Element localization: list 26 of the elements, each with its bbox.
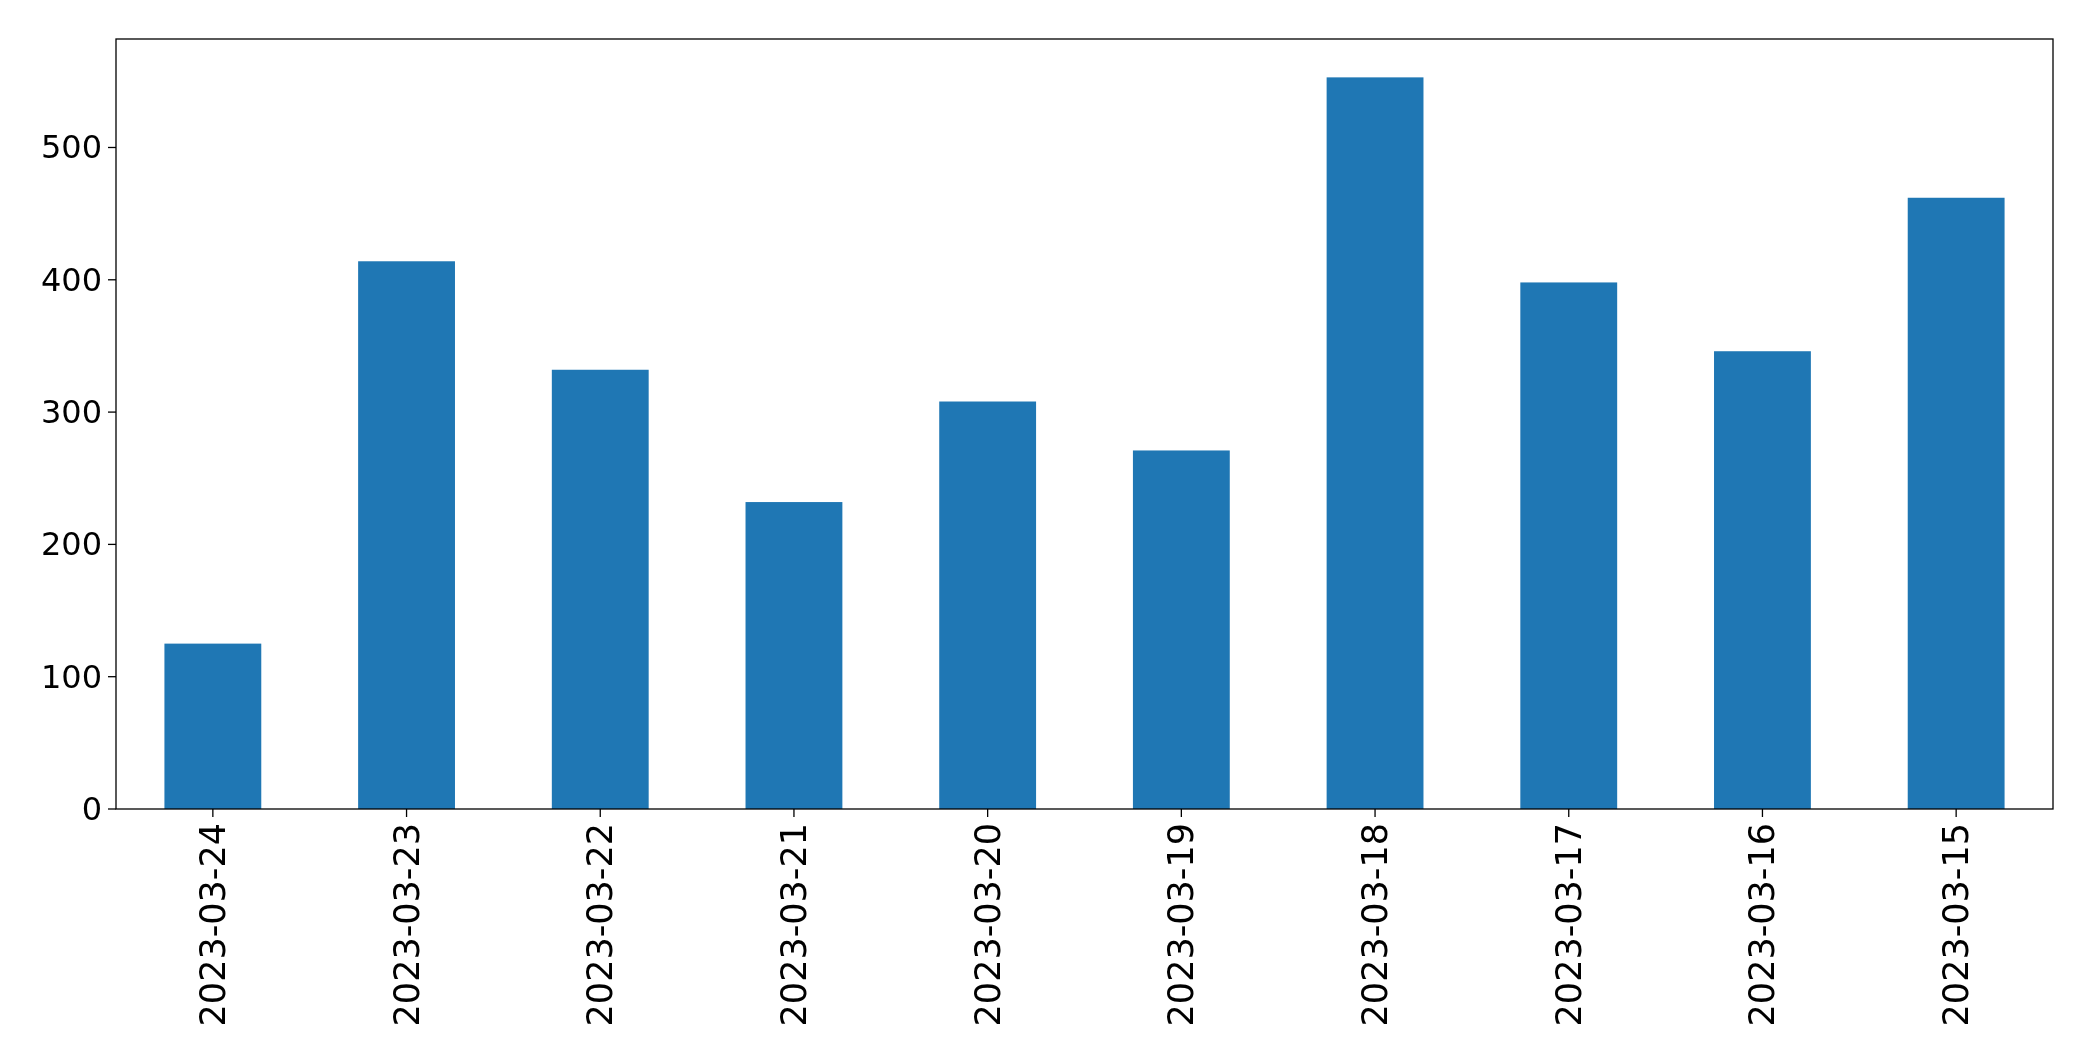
- y-tick-label: 200: [40, 525, 102, 564]
- bar: [1326, 77, 1424, 809]
- y-tick-label: 100: [40, 657, 102, 696]
- x-tick-label: 2023-03-16: [1742, 823, 1783, 1027]
- x-tick-label: 2023-03-24: [192, 823, 233, 1027]
- y-tick-label: 400: [40, 260, 102, 299]
- y-tick-label: 500: [40, 128, 102, 167]
- x-tick-label: 2023-03-23: [386, 823, 427, 1027]
- x-tick-label: 2023-03-21: [773, 823, 814, 1027]
- bar: [1132, 450, 1230, 809]
- x-tick-label: 2023-03-17: [1548, 823, 1589, 1027]
- bar: [939, 401, 1037, 809]
- bar: [358, 261, 455, 809]
- y-tick-label: 0: [81, 790, 102, 828]
- bar: [164, 643, 262, 809]
- bar: [551, 369, 649, 809]
- x-tick-label: 2023-03-15: [1936, 823, 1977, 1027]
- x-tick-label: 2023-03-19: [1161, 823, 1202, 1027]
- bar: [1907, 197, 2005, 809]
- x-tick-label: 2023-03-18: [1355, 823, 1396, 1027]
- bar: [745, 502, 843, 809]
- y-tick-label: 300: [40, 393, 102, 432]
- x-tick-label: 2023-03-22: [580, 823, 621, 1027]
- bar: [1520, 282, 1618, 809]
- x-tick-label: 2023-03-20: [967, 823, 1008, 1027]
- bar: [1714, 351, 1811, 809]
